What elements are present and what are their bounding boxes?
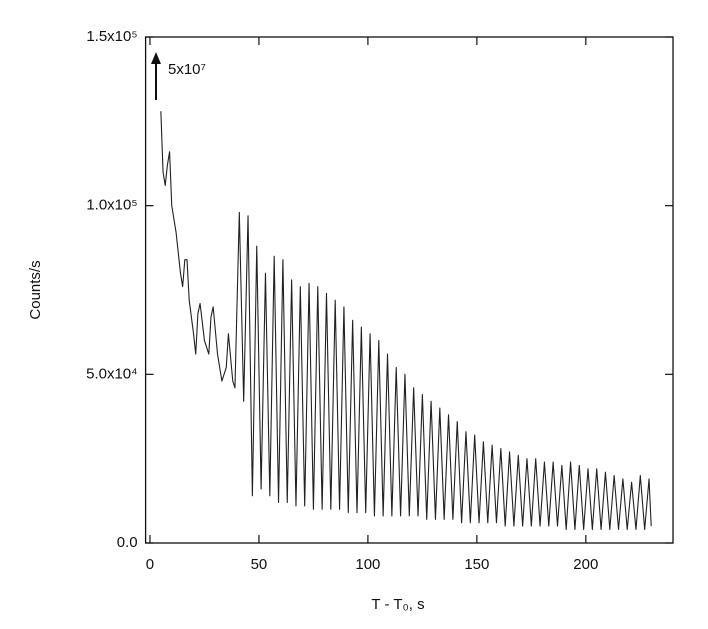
- y-tick-label: 5.0x10⁴: [86, 365, 137, 382]
- data-line: [160, 111, 652, 531]
- y-tick-label: 0.0: [117, 534, 138, 551]
- x-tick-label: 50: [251, 556, 268, 573]
- y-tick-label: 1.5x10⁵: [86, 28, 137, 45]
- x-tick-label: 150: [464, 556, 489, 573]
- x-tick-label: 0: [146, 556, 154, 573]
- y-axis-label: Counts/s: [27, 260, 44, 319]
- x-tick-label: 100: [355, 556, 380, 573]
- x-axis-label: T - T₀, s: [371, 596, 424, 613]
- annotation: 5x10⁷: [168, 61, 206, 78]
- x-tick-label: 200: [573, 556, 598, 573]
- plot-frame: [144, 36, 674, 544]
- y-tick-label: 1.0x10⁵: [86, 197, 137, 214]
- annotation-arrowhead: [151, 52, 161, 64]
